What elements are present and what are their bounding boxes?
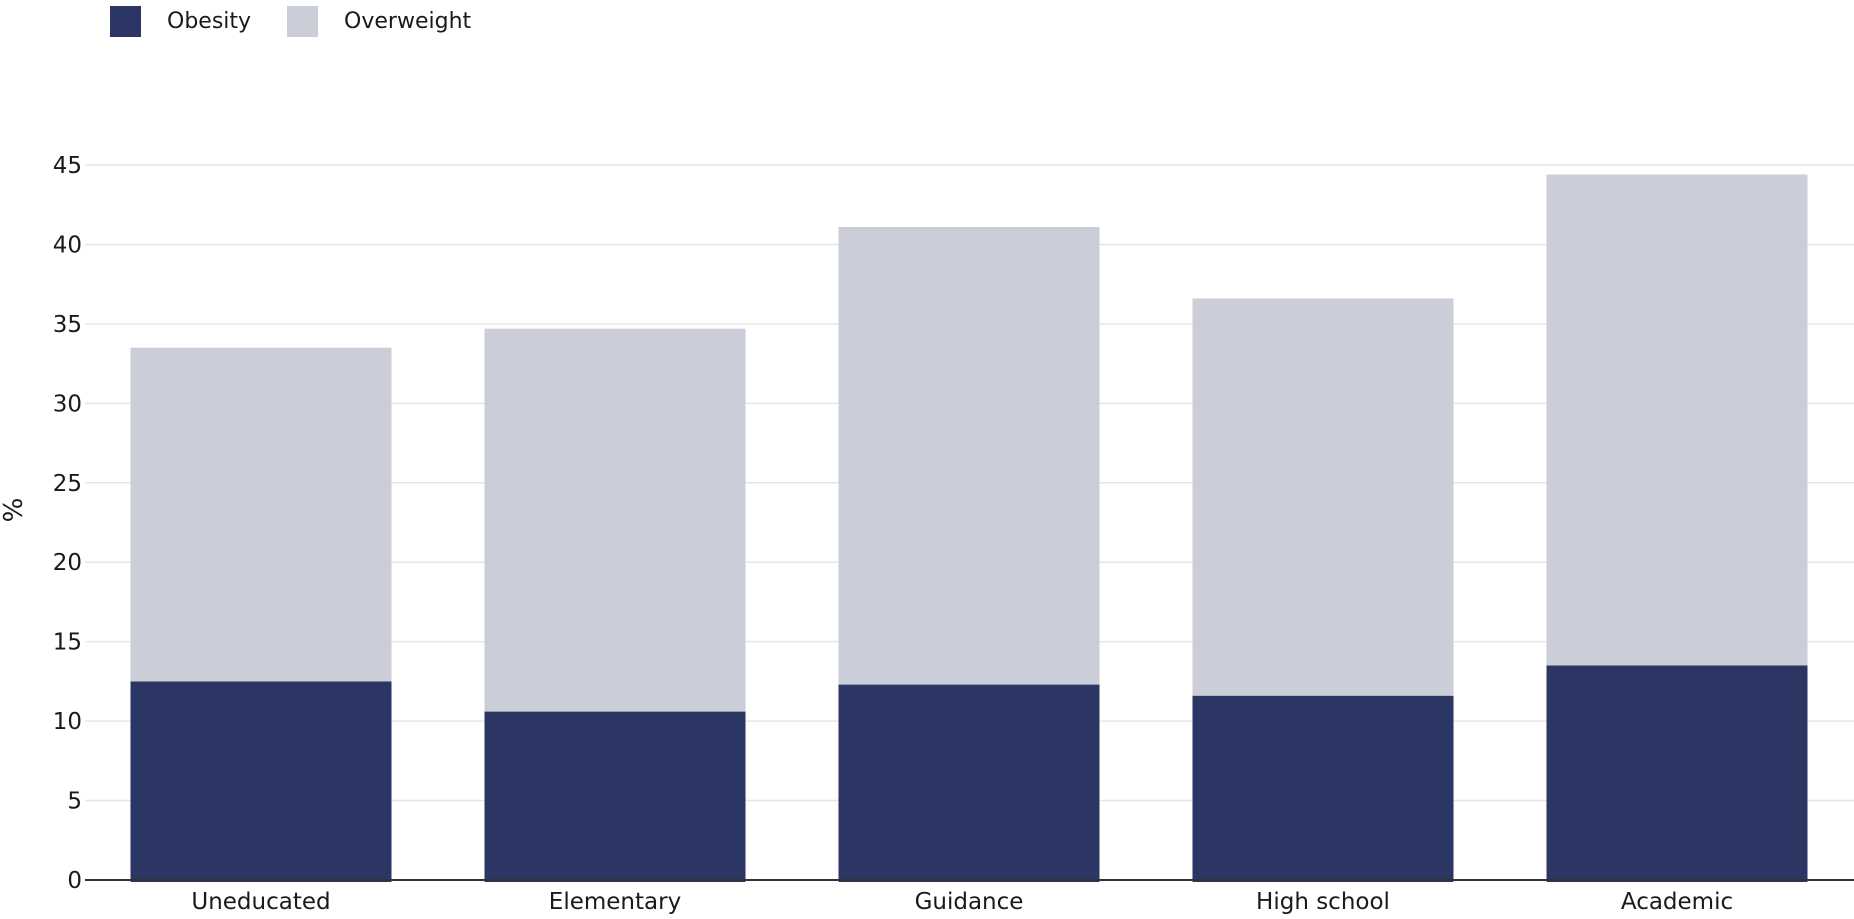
y-tick-label: 30 [53,391,82,417]
y-tick-label: 45 [53,153,82,179]
y-tick-label: 25 [53,471,82,497]
legend-label-obesity: Obesity [167,9,252,34]
y-tick-label: 0 [67,868,82,894]
legend-item-overweight: Overweight [287,6,471,37]
bar-obesity [1192,695,1454,882]
y-tick-label: 40 [53,232,82,258]
bar-overweight [484,328,746,712]
x-tick-label: Academic [1621,889,1733,915]
bar-obesity [838,684,1100,882]
y-tick-label: 20 [53,550,82,576]
bar-obesity [1546,665,1808,882]
bar-overweight [1546,174,1808,666]
legend-swatch-overweight [287,6,319,37]
bars [130,174,1808,882]
bar-obesity [130,681,392,882]
x-tick-label: High school [1256,889,1390,915]
x-tick-label: Uneducated [191,889,330,915]
legend-label-overweight: Overweight [344,9,472,34]
y-tick-label: 35 [53,312,82,338]
x-tick-label: Guidance [915,889,1024,915]
bar-overweight [130,347,392,682]
legend: Obesity Overweight [110,6,507,37]
x-tick-label: Elementary [549,889,681,915]
y-tick-label: 15 [53,630,82,656]
y-tick-label: 10 [53,709,82,735]
y-axis-label: % [0,498,29,523]
y-tick-label: 5 [67,789,82,815]
y-axis-ticks: 0 5 10 15 20 25 30 35 40 45 [53,153,82,894]
bar-obesity [484,711,746,882]
legend-item-obesity: Obesity [110,6,251,37]
legend-swatch-obesity [110,6,141,37]
x-axis-ticks: Uneducated Elementary Guidance High school A… [191,889,1733,915]
bar-overweight [1192,298,1454,696]
bar-overweight [838,226,1100,685]
